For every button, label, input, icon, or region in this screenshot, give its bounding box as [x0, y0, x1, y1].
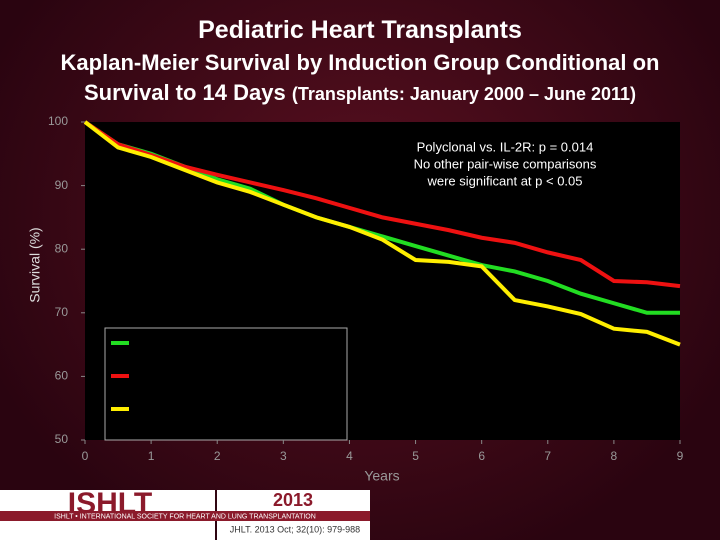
x-tick-label: 2 — [214, 449, 221, 463]
annotation: Polyclonal vs. IL-2R: p = 0.014 — [417, 139, 594, 154]
y-tick-label: 70 — [55, 305, 69, 319]
society: ISHLT • INTERNATIONAL SOCIETY FOR HEART … — [54, 513, 316, 520]
x-tick-label: 0 — [82, 449, 89, 463]
citation-box — [217, 490, 370, 511]
y-tick-label: 80 — [55, 241, 69, 255]
subtitle: Survival to 14 Days (Transplants: Januar… — [0, 80, 720, 106]
logo-band — [0, 511, 370, 521]
y-tick-label: 60 — [55, 369, 69, 383]
subtitle: Kaplan-Meier Survival by Induction Group… — [60, 50, 660, 75]
annotation: were significant at p < 0.05 — [426, 173, 582, 188]
x-tick-label: 8 — [611, 449, 618, 463]
x-axis-label: Years — [364, 468, 399, 484]
x-tick-label: 3 — [280, 449, 287, 463]
x-tick-label: 6 — [478, 449, 485, 463]
y-tick-label: 50 — [55, 432, 69, 446]
citation-box — [217, 521, 370, 540]
subtitle: Survival to 14 Days — [83, 80, 286, 105]
x-tick-label: 4 — [346, 449, 353, 463]
series-line — [83, 120, 681, 289]
y-tick-label: 90 — [55, 178, 69, 192]
x-tick-label: 7 — [544, 449, 551, 463]
x-tick-label: 1 — [148, 449, 155, 463]
chart-title: Pediatric Heart Transplants — [198, 16, 522, 44]
y-tick-label: 100 — [48, 114, 68, 128]
x-tick-label: 9 — [677, 449, 684, 463]
citation: JHLT. 2013 Oct; 32(10): 979-988 — [230, 524, 360, 534]
series-line — [83, 120, 681, 347]
legend-box — [104, 327, 348, 441]
year: 2013 — [273, 490, 313, 510]
y-axis-label: Survival (%) — [27, 227, 43, 302]
x-tick-label: 5 — [412, 449, 419, 463]
subtitle-note: (Transplants: January 2000 – June 2011) — [291, 84, 637, 104]
annotation: No other pair-wise comparisons — [414, 156, 597, 171]
